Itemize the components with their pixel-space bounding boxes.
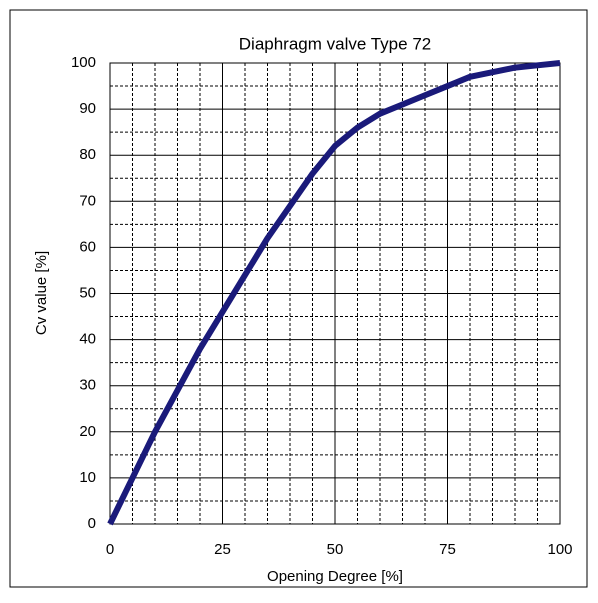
chart-title: Diaphragm valve Type 72	[239, 34, 431, 53]
x-tick-label: 75	[439, 541, 456, 558]
x-axis-label: Opening Degree [%]	[267, 568, 403, 585]
y-tick-label: 80	[79, 146, 96, 163]
data-line	[107, 60, 561, 526]
y-tick-label: 90	[79, 100, 96, 117]
frame	[9, 9, 588, 588]
y-tick-label: 40	[79, 331, 96, 348]
y-tick-label: 30	[79, 377, 96, 394]
x-tick-label: 50	[327, 541, 344, 558]
y-tick-label: 50	[79, 284, 96, 301]
y-tick-label: 70	[79, 192, 96, 209]
x-tick-label: 25	[214, 541, 231, 558]
y-tick-label: 10	[79, 469, 96, 486]
x-tick-label: 100	[547, 541, 572, 558]
y-axis-label: Cv value [%]	[33, 251, 50, 335]
y-tick-label: 60	[79, 238, 96, 255]
y-tick-label: 0	[88, 515, 96, 532]
x-tick-label: 0	[106, 541, 114, 558]
y-tick-label: 100	[71, 54, 96, 71]
y-tick-label: 20	[79, 423, 96, 440]
plot-area-border	[109, 62, 561, 525]
